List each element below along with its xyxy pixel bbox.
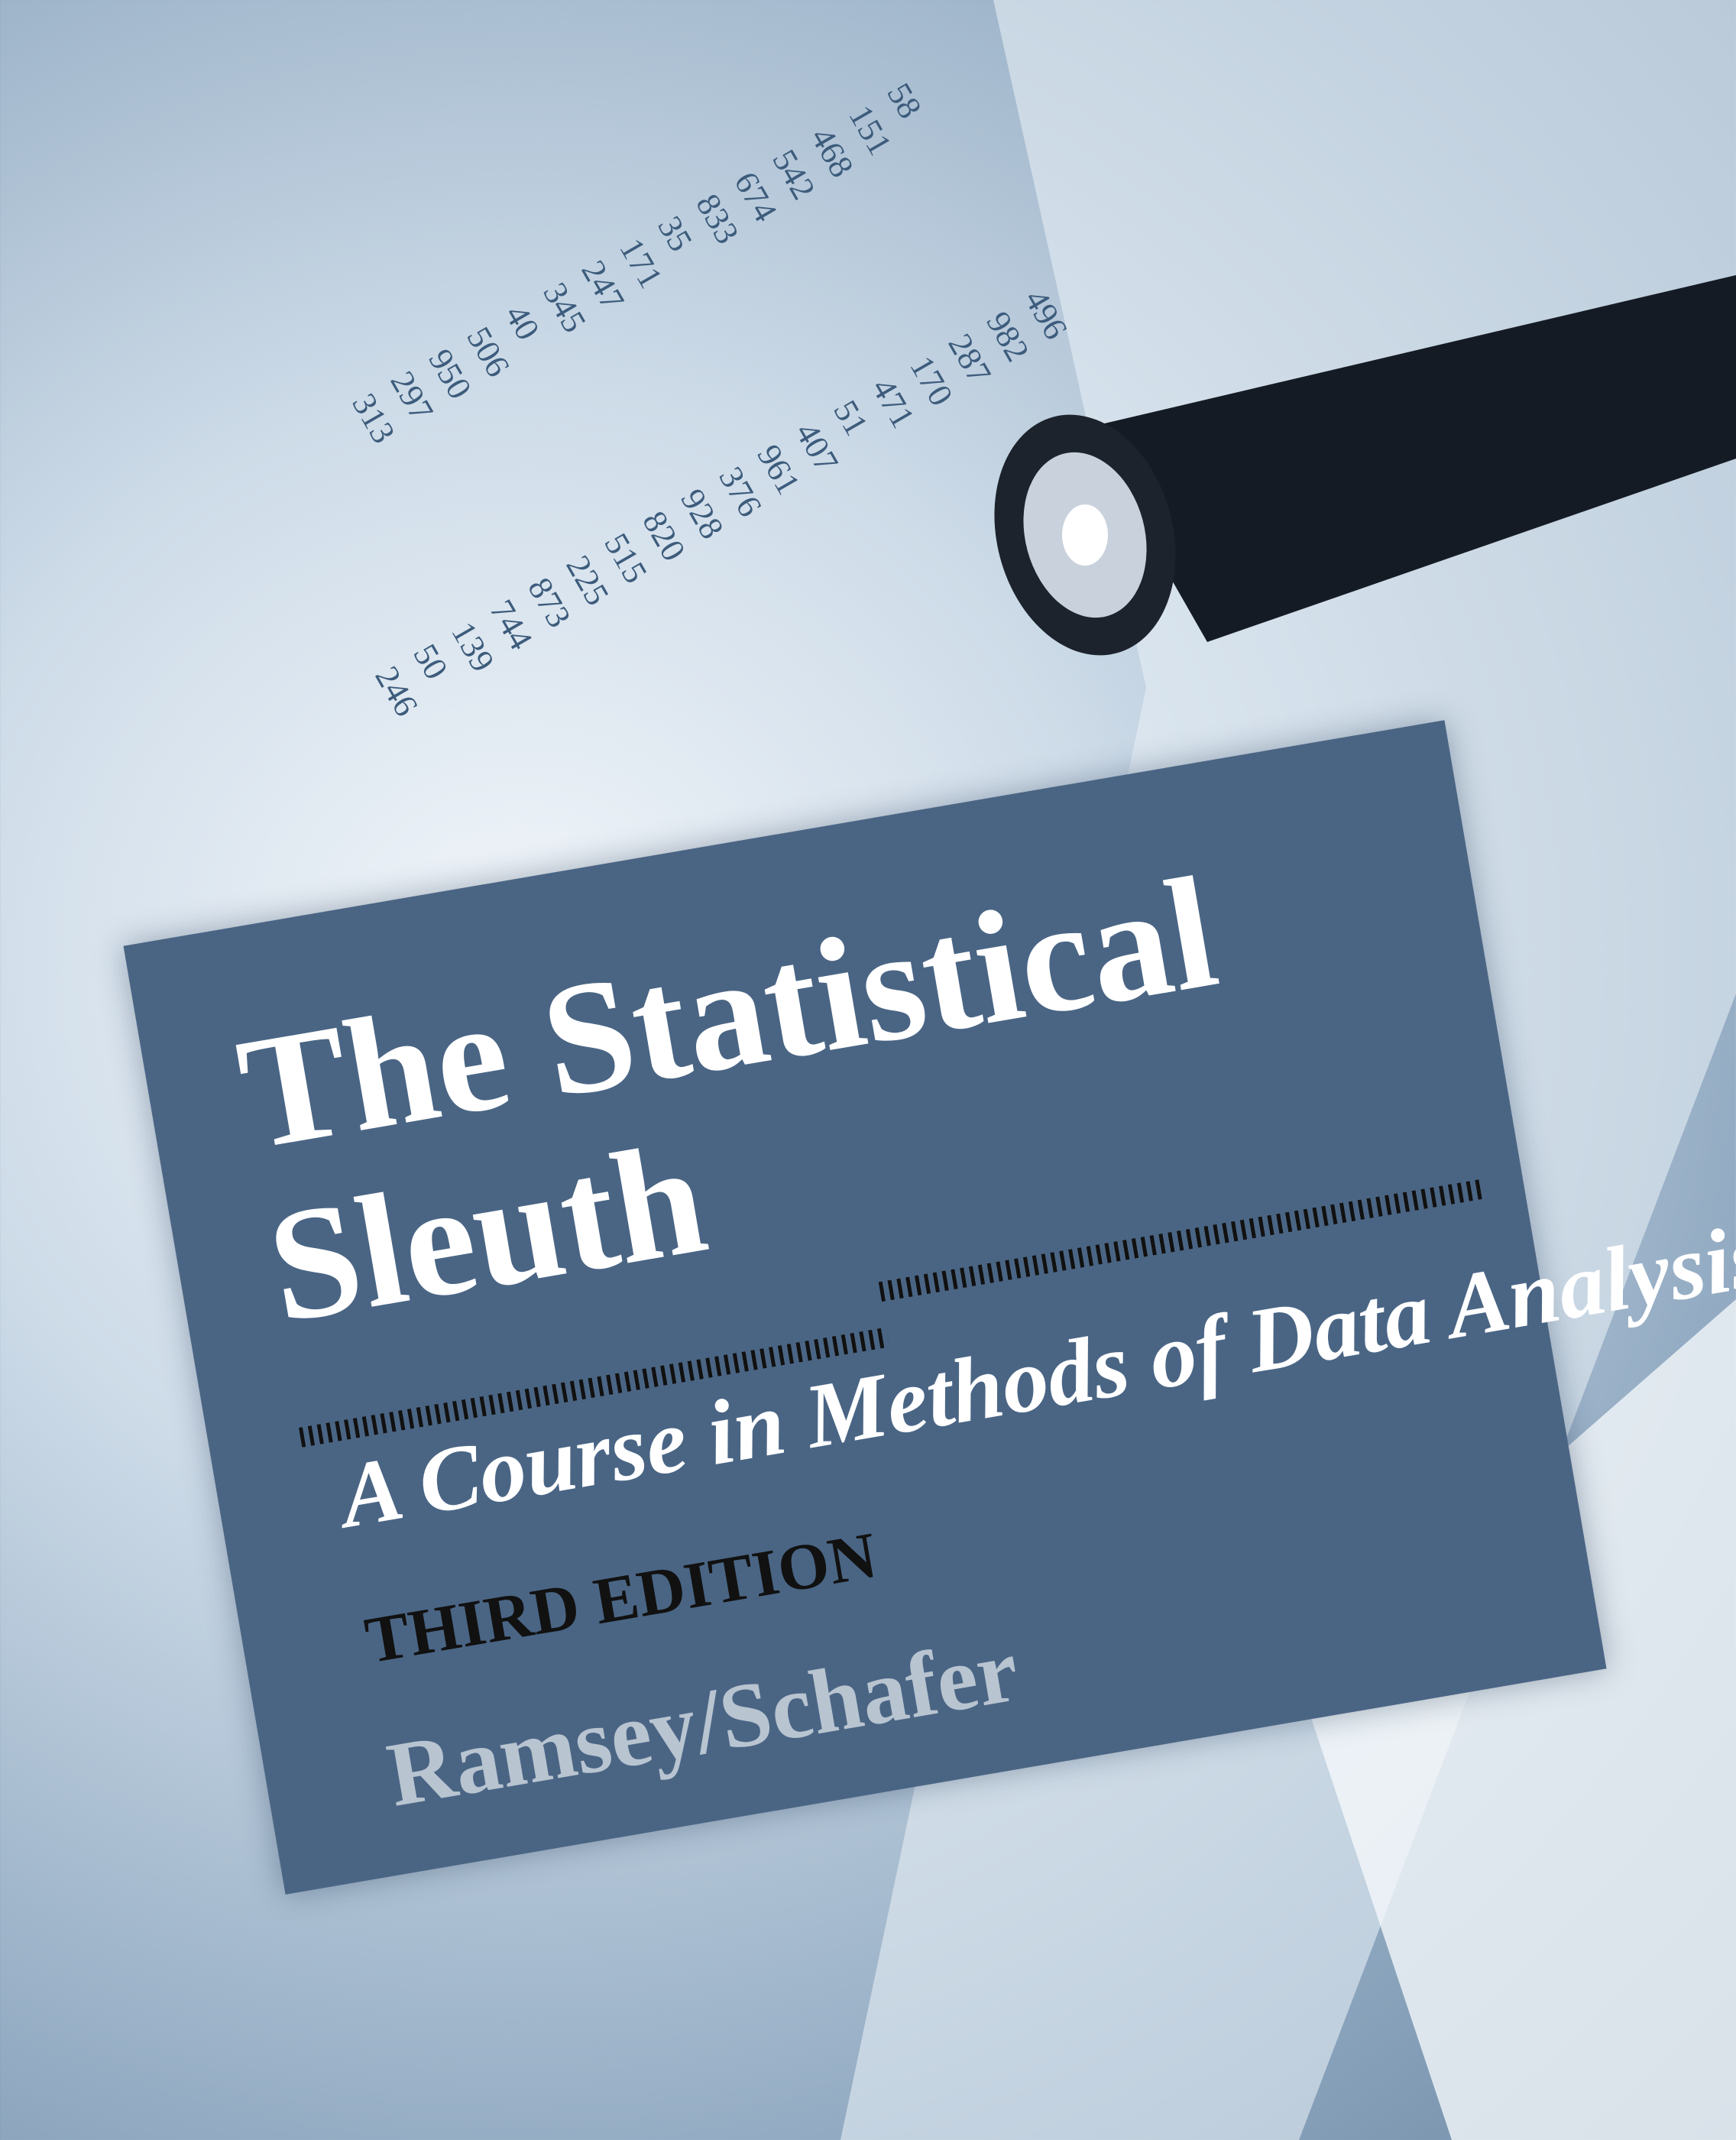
flashlight (994, 275, 1736, 656)
background-number: 40 (497, 299, 546, 347)
background-number: 50 (406, 638, 455, 686)
paper-sheet (1299, 1299, 1736, 2140)
background-number: 51 (826, 394, 875, 443)
background-number: 35 (650, 210, 699, 258)
number-columns: 5815146854267483335171247345405069502973… (345, 77, 1074, 723)
background-number: 58 (879, 77, 928, 125)
